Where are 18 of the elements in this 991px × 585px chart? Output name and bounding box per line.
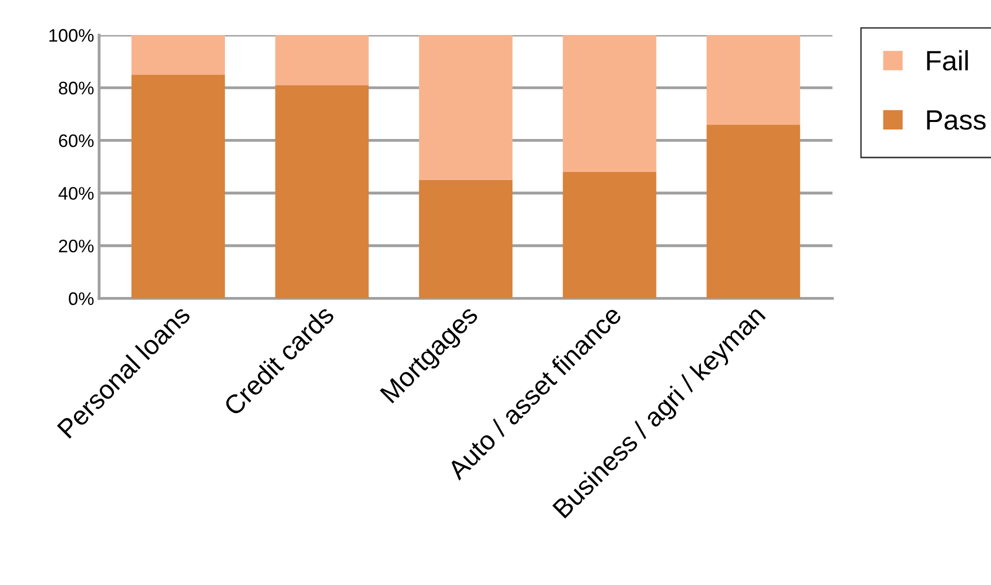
bar	[706, 124, 800, 298]
legend-label: Fail	[927, 50, 968, 71]
legend-label: Pass	[927, 110, 986, 130]
y-tick-label: 0%	[68, 292, 94, 306]
y-tick-label: 60%	[59, 134, 94, 148]
y-tick-label: 20%	[59, 240, 94, 252]
bar	[706, 35, 800, 125]
bar	[275, 85, 369, 298]
y-tick-label: 40%	[58, 186, 94, 200]
bar	[131, 74, 225, 298]
bar	[419, 35, 512, 180]
bar	[419, 180, 512, 298]
y-tick-label: 80%	[58, 82, 94, 94]
bar	[562, 35, 656, 172]
bar	[275, 35, 369, 86]
y-tick-label: 100%	[49, 29, 94, 42]
bar	[131, 35, 225, 75]
bar	[562, 172, 656, 298]
